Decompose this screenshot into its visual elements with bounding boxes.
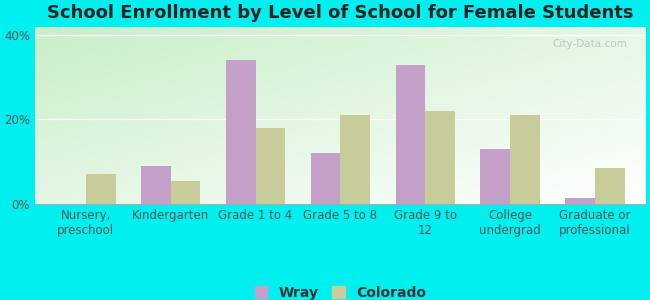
Bar bbox=[255, 128, 285, 204]
Bar bbox=[480, 149, 510, 204]
Bar bbox=[510, 115, 540, 204]
Bar bbox=[341, 115, 370, 204]
Legend: Wray, Colorado: Wray, Colorado bbox=[255, 286, 426, 300]
Bar bbox=[141, 166, 171, 204]
Bar bbox=[226, 60, 255, 204]
Bar bbox=[425, 111, 455, 204]
Title: School Enrollment by Level of School for Female Students: School Enrollment by Level of School for… bbox=[47, 4, 634, 22]
Bar bbox=[595, 168, 625, 204]
Bar bbox=[396, 64, 425, 204]
Bar bbox=[566, 198, 595, 204]
Bar bbox=[171, 181, 200, 204]
Bar bbox=[311, 153, 341, 204]
Bar bbox=[86, 174, 116, 204]
Text: City-Data.com: City-Data.com bbox=[552, 39, 627, 49]
